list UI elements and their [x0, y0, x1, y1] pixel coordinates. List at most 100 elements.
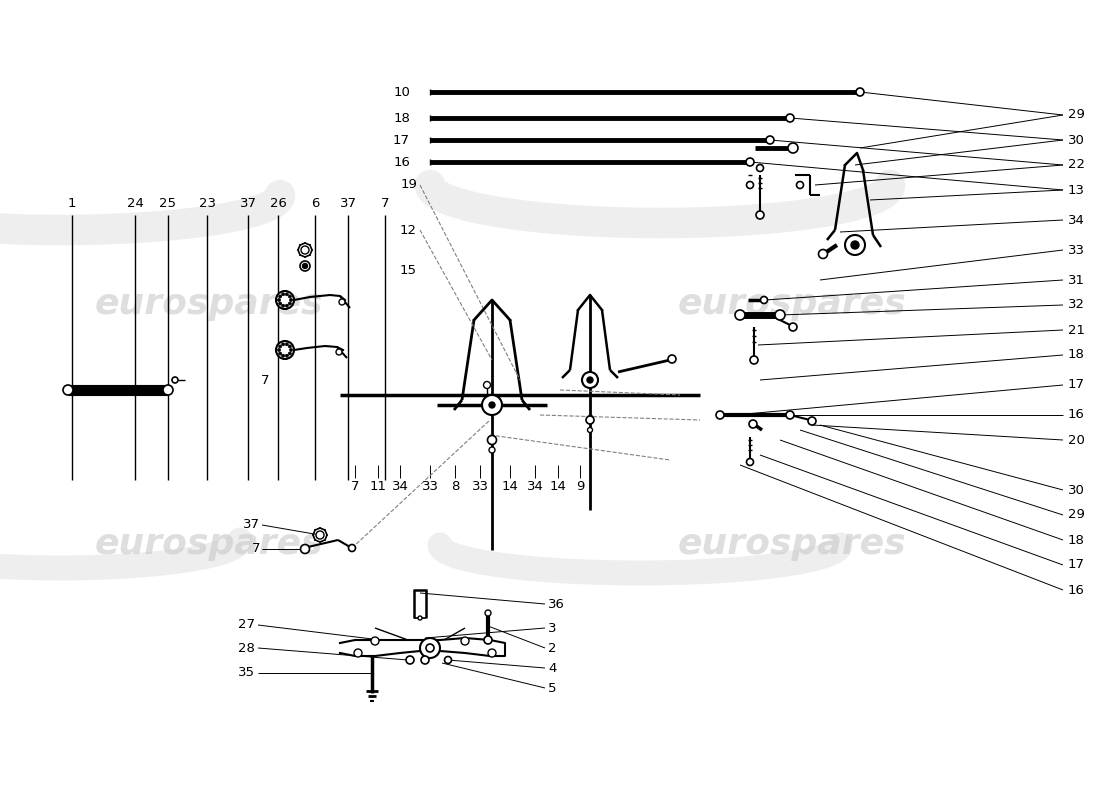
- Text: 17: 17: [1068, 558, 1085, 571]
- Text: 26: 26: [270, 197, 286, 210]
- Circle shape: [277, 298, 280, 302]
- Circle shape: [796, 182, 803, 189]
- Circle shape: [756, 211, 764, 219]
- Circle shape: [582, 372, 598, 388]
- Text: 16: 16: [1068, 583, 1085, 597]
- Circle shape: [418, 616, 422, 620]
- Text: 2: 2: [548, 642, 557, 654]
- Text: 24: 24: [126, 197, 143, 210]
- Text: 17: 17: [1068, 378, 1085, 391]
- Circle shape: [276, 291, 294, 309]
- Circle shape: [490, 402, 495, 408]
- Circle shape: [63, 385, 73, 395]
- Circle shape: [289, 349, 293, 351]
- Circle shape: [487, 435, 496, 445]
- Text: 32: 32: [1068, 298, 1085, 311]
- Circle shape: [786, 114, 794, 122]
- Circle shape: [747, 458, 754, 466]
- Circle shape: [163, 385, 173, 395]
- Circle shape: [587, 377, 593, 383]
- Text: 33: 33: [421, 480, 439, 493]
- Circle shape: [339, 299, 345, 305]
- Circle shape: [851, 241, 859, 249]
- Text: 30: 30: [1068, 483, 1085, 497]
- Text: 3: 3: [548, 622, 557, 634]
- Circle shape: [336, 349, 342, 355]
- Text: 7: 7: [351, 480, 360, 493]
- Circle shape: [421, 656, 429, 664]
- Circle shape: [288, 302, 292, 305]
- Circle shape: [587, 427, 593, 433]
- Circle shape: [716, 411, 724, 419]
- Circle shape: [766, 136, 774, 144]
- Text: 14: 14: [502, 480, 518, 493]
- Polygon shape: [340, 638, 505, 656]
- Text: 19: 19: [400, 178, 417, 191]
- Circle shape: [488, 649, 496, 657]
- Circle shape: [300, 261, 310, 271]
- Text: 36: 36: [548, 598, 565, 610]
- Text: 33: 33: [1068, 243, 1085, 257]
- Text: 18: 18: [393, 111, 410, 125]
- Text: eurospares: eurospares: [95, 527, 323, 561]
- Circle shape: [406, 656, 414, 664]
- Circle shape: [316, 531, 324, 539]
- Circle shape: [484, 382, 491, 389]
- Circle shape: [490, 447, 495, 453]
- Text: 11: 11: [370, 480, 386, 493]
- Circle shape: [282, 342, 285, 346]
- Text: eurospares: eurospares: [678, 527, 906, 561]
- Text: 13: 13: [1068, 183, 1085, 197]
- Circle shape: [485, 610, 491, 616]
- Circle shape: [668, 355, 676, 363]
- Circle shape: [760, 297, 768, 303]
- Circle shape: [444, 657, 451, 663]
- Circle shape: [750, 356, 758, 364]
- Circle shape: [278, 352, 282, 355]
- Circle shape: [278, 345, 282, 348]
- Text: 33: 33: [472, 480, 488, 493]
- Circle shape: [277, 349, 280, 351]
- Circle shape: [788, 143, 798, 153]
- Circle shape: [288, 295, 292, 298]
- Circle shape: [302, 263, 308, 269]
- Text: 23: 23: [198, 197, 216, 210]
- Circle shape: [301, 246, 309, 254]
- Text: eurospares: eurospares: [678, 287, 906, 321]
- Circle shape: [285, 342, 288, 346]
- Text: 18: 18: [1068, 534, 1085, 546]
- Circle shape: [789, 323, 797, 331]
- Text: 10: 10: [393, 86, 410, 98]
- Circle shape: [749, 420, 757, 428]
- Circle shape: [349, 545, 355, 551]
- Text: 25: 25: [160, 197, 176, 210]
- Text: 5: 5: [548, 682, 557, 694]
- Circle shape: [172, 377, 178, 383]
- Circle shape: [289, 298, 293, 302]
- Text: 37: 37: [340, 197, 356, 210]
- Text: 35: 35: [238, 666, 255, 679]
- Circle shape: [288, 345, 292, 348]
- Text: 34: 34: [1068, 214, 1085, 226]
- Text: 34: 34: [392, 480, 408, 493]
- Circle shape: [461, 637, 469, 645]
- Circle shape: [282, 304, 285, 307]
- Circle shape: [818, 250, 827, 258]
- Circle shape: [747, 182, 754, 189]
- Text: 18: 18: [1068, 349, 1085, 362]
- Circle shape: [856, 88, 864, 96]
- Text: 28: 28: [238, 642, 255, 654]
- Text: 15: 15: [400, 263, 417, 277]
- Circle shape: [426, 644, 434, 652]
- Text: 9: 9: [575, 480, 584, 493]
- Circle shape: [586, 416, 594, 424]
- Circle shape: [285, 354, 288, 358]
- Text: 4: 4: [548, 662, 557, 674]
- Text: 30: 30: [1068, 134, 1085, 146]
- Text: 34: 34: [527, 480, 543, 493]
- Text: 22: 22: [1068, 158, 1085, 171]
- Text: 17: 17: [393, 134, 410, 146]
- Circle shape: [282, 293, 285, 296]
- Circle shape: [371, 637, 380, 645]
- Text: 8: 8: [451, 480, 459, 493]
